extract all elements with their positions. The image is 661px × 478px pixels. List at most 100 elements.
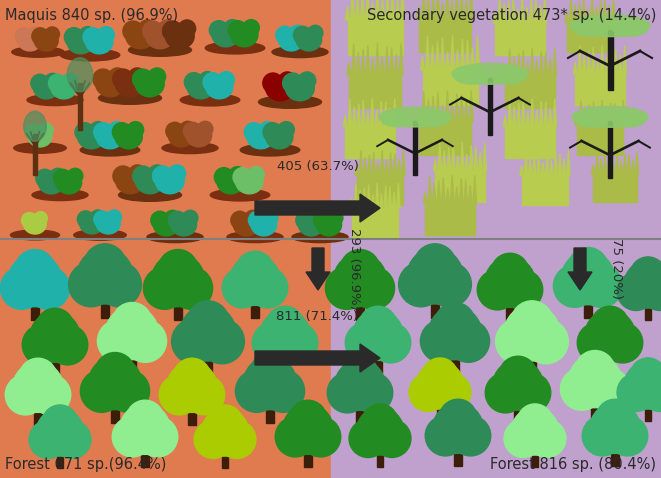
Circle shape xyxy=(433,373,471,412)
Circle shape xyxy=(352,267,395,309)
Circle shape xyxy=(341,356,379,394)
Polygon shape xyxy=(430,45,434,70)
Ellipse shape xyxy=(572,19,608,36)
Circle shape xyxy=(591,306,629,344)
Ellipse shape xyxy=(210,189,270,201)
Circle shape xyxy=(263,73,283,93)
Circle shape xyxy=(233,168,252,187)
Circle shape xyxy=(222,268,262,308)
Circle shape xyxy=(31,74,49,92)
Polygon shape xyxy=(517,103,521,127)
Polygon shape xyxy=(578,2,581,22)
Circle shape xyxy=(414,244,456,286)
Circle shape xyxy=(169,211,186,229)
Circle shape xyxy=(173,358,211,396)
Bar xyxy=(607,121,612,178)
Polygon shape xyxy=(357,103,360,127)
Ellipse shape xyxy=(612,19,648,36)
Bar xyxy=(31,293,39,320)
Ellipse shape xyxy=(417,111,449,127)
Ellipse shape xyxy=(60,49,120,61)
Polygon shape xyxy=(494,12,497,23)
Ellipse shape xyxy=(136,72,164,97)
Circle shape xyxy=(187,301,229,343)
Polygon shape xyxy=(446,188,449,204)
Ellipse shape xyxy=(217,170,245,194)
Polygon shape xyxy=(375,43,379,75)
Ellipse shape xyxy=(78,125,105,149)
Polygon shape xyxy=(393,153,397,175)
Circle shape xyxy=(200,319,245,364)
Circle shape xyxy=(553,265,596,307)
Polygon shape xyxy=(450,103,454,122)
Ellipse shape xyxy=(56,172,81,194)
Circle shape xyxy=(236,251,274,289)
Circle shape xyxy=(93,69,113,89)
Ellipse shape xyxy=(296,29,322,51)
Circle shape xyxy=(293,26,311,44)
Ellipse shape xyxy=(206,42,265,54)
Polygon shape xyxy=(541,162,545,175)
Ellipse shape xyxy=(128,43,192,56)
Circle shape xyxy=(159,20,176,37)
Polygon shape xyxy=(371,195,375,208)
Circle shape xyxy=(325,267,368,309)
Circle shape xyxy=(79,27,96,43)
Polygon shape xyxy=(526,62,529,76)
Circle shape xyxy=(502,270,543,310)
Polygon shape xyxy=(469,145,473,171)
Polygon shape xyxy=(611,162,615,174)
Circle shape xyxy=(172,319,216,364)
Ellipse shape xyxy=(32,189,88,201)
Circle shape xyxy=(180,121,195,137)
Bar xyxy=(282,348,289,373)
Polygon shape xyxy=(446,52,449,70)
Circle shape xyxy=(1,267,43,309)
Polygon shape xyxy=(455,49,459,70)
Circle shape xyxy=(568,355,621,408)
Circle shape xyxy=(433,403,483,454)
Ellipse shape xyxy=(171,214,196,236)
Circle shape xyxy=(15,28,32,44)
Circle shape xyxy=(153,166,173,186)
Circle shape xyxy=(48,325,88,365)
Polygon shape xyxy=(451,35,455,70)
Polygon shape xyxy=(574,62,577,74)
Ellipse shape xyxy=(116,169,145,194)
Circle shape xyxy=(224,20,241,36)
Polygon shape xyxy=(447,147,451,171)
Polygon shape xyxy=(397,183,400,208)
Polygon shape xyxy=(442,151,446,171)
Polygon shape xyxy=(442,177,445,204)
Polygon shape xyxy=(469,90,473,122)
Circle shape xyxy=(577,323,617,363)
Circle shape xyxy=(210,21,228,40)
Circle shape xyxy=(26,124,42,141)
Circle shape xyxy=(278,121,294,138)
Polygon shape xyxy=(350,198,354,208)
Circle shape xyxy=(296,211,314,229)
Circle shape xyxy=(409,373,447,412)
Polygon shape xyxy=(464,179,467,204)
Polygon shape xyxy=(455,0,459,19)
Circle shape xyxy=(641,373,661,412)
Polygon shape xyxy=(587,51,590,74)
Polygon shape xyxy=(361,49,365,75)
Bar xyxy=(528,347,536,375)
Circle shape xyxy=(170,267,213,309)
Circle shape xyxy=(112,123,132,141)
Polygon shape xyxy=(426,99,430,122)
Circle shape xyxy=(108,121,125,138)
Polygon shape xyxy=(512,56,516,76)
Circle shape xyxy=(9,253,61,307)
Polygon shape xyxy=(574,4,577,22)
Polygon shape xyxy=(623,154,627,174)
Polygon shape xyxy=(385,0,389,20)
Bar xyxy=(644,296,651,320)
Polygon shape xyxy=(417,6,421,19)
Circle shape xyxy=(435,303,475,342)
Polygon shape xyxy=(461,39,465,70)
Circle shape xyxy=(163,21,182,41)
Polygon shape xyxy=(586,9,590,22)
Ellipse shape xyxy=(18,30,42,51)
